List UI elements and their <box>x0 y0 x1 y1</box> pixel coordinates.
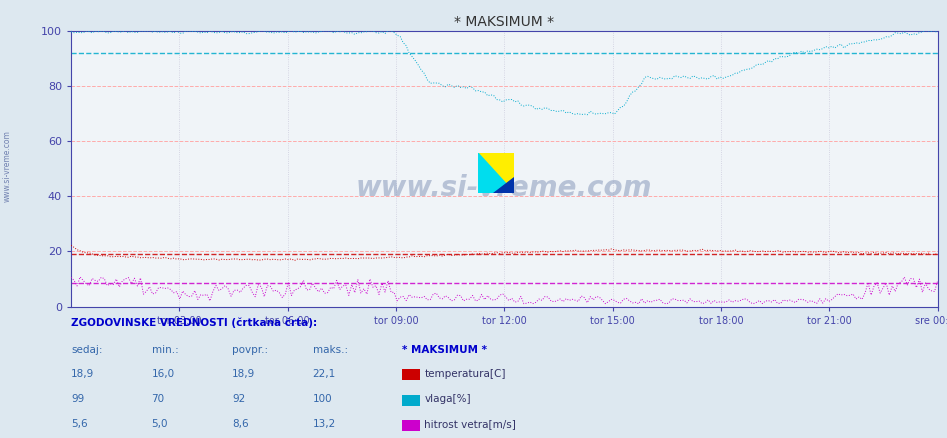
Text: vlaga[%]: vlaga[%] <box>424 394 471 404</box>
Text: * MAKSIMUM *: * MAKSIMUM * <box>402 345 488 355</box>
Title: * MAKSIMUM *: * MAKSIMUM * <box>455 15 554 29</box>
Polygon shape <box>478 153 514 193</box>
Text: 99: 99 <box>71 394 84 404</box>
Text: 100: 100 <box>313 394 332 404</box>
Text: hitrost vetra[m/s]: hitrost vetra[m/s] <box>424 419 516 429</box>
Text: 13,2: 13,2 <box>313 419 336 429</box>
Text: sedaj:: sedaj: <box>71 345 102 355</box>
Text: 5,6: 5,6 <box>71 419 88 429</box>
Text: 18,9: 18,9 <box>232 369 256 379</box>
Text: temperatura[C]: temperatura[C] <box>424 369 506 379</box>
Text: 18,9: 18,9 <box>71 369 95 379</box>
Text: 8,6: 8,6 <box>232 419 249 429</box>
Text: povpr.:: povpr.: <box>232 345 268 355</box>
Text: min.:: min.: <box>152 345 178 355</box>
Text: 5,0: 5,0 <box>152 419 168 429</box>
Text: 70: 70 <box>152 394 165 404</box>
Text: ZGODOVINSKE VREDNOSTI (črtkana črta):: ZGODOVINSKE VREDNOSTI (črtkana črta): <box>71 318 317 328</box>
Text: www.si-vreme.com: www.si-vreme.com <box>3 131 12 202</box>
Polygon shape <box>492 177 514 193</box>
Polygon shape <box>478 153 514 193</box>
Text: 22,1: 22,1 <box>313 369 336 379</box>
Text: maks.:: maks.: <box>313 345 348 355</box>
Text: 16,0: 16,0 <box>152 369 174 379</box>
Text: 92: 92 <box>232 394 245 404</box>
Text: www.si-vreme.com: www.si-vreme.com <box>356 174 652 202</box>
